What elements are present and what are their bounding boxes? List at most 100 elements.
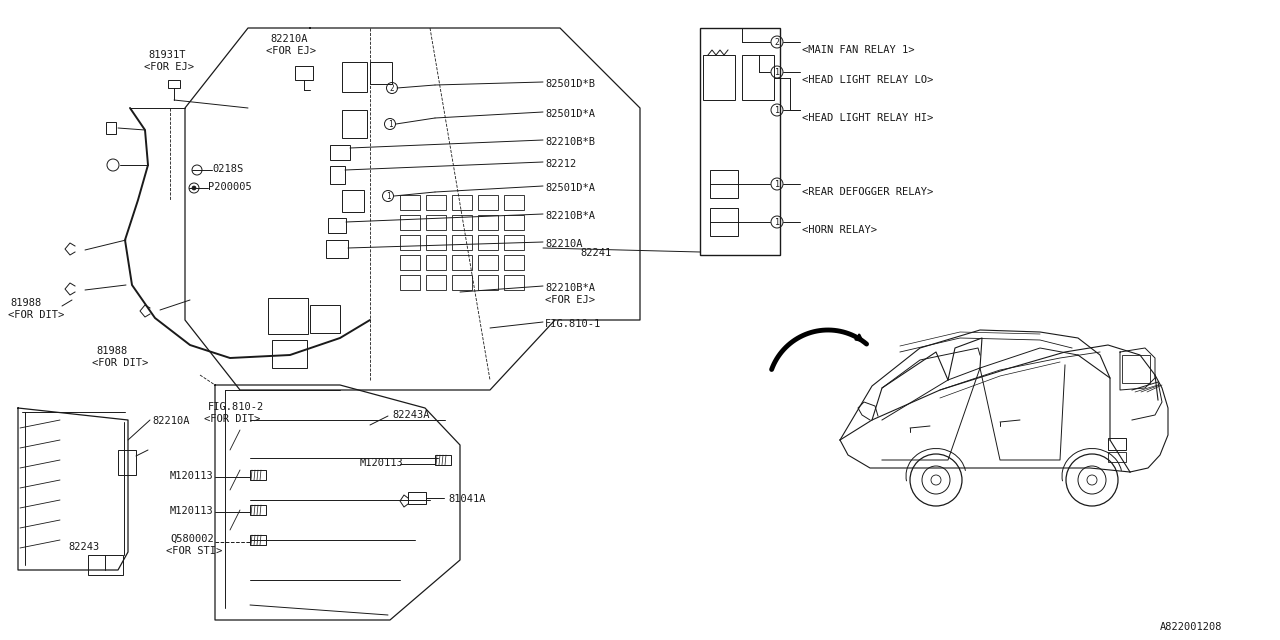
Text: 81988: 81988	[10, 298, 41, 308]
Bar	[118, 450, 136, 475]
Bar	[426, 275, 445, 290]
Bar	[504, 215, 524, 230]
Text: 1: 1	[385, 191, 390, 200]
Bar	[250, 535, 266, 545]
Text: M120113: M120113	[170, 471, 214, 481]
Bar	[294, 66, 314, 80]
Bar	[250, 470, 266, 480]
Bar	[452, 255, 472, 270]
Bar	[710, 170, 739, 198]
Text: 1: 1	[774, 218, 780, 227]
Bar	[426, 195, 445, 210]
Bar	[742, 55, 774, 100]
Bar	[477, 275, 498, 290]
Bar	[452, 215, 472, 230]
Bar	[106, 122, 116, 134]
Text: <HORN RELAY>: <HORN RELAY>	[803, 225, 877, 235]
Bar	[504, 195, 524, 210]
Text: 81988: 81988	[96, 346, 127, 356]
Text: <HEAD LIGHT RELAY LO>: <HEAD LIGHT RELAY LO>	[803, 75, 933, 85]
Text: Q580002: Q580002	[170, 534, 214, 544]
Text: 1: 1	[388, 120, 392, 129]
Text: <FOR EJ>: <FOR EJ>	[545, 295, 595, 305]
Bar	[504, 275, 524, 290]
Text: <REAR DEFOGGER RELAY>: <REAR DEFOGGER RELAY>	[803, 187, 933, 197]
Text: FIG.810-2: FIG.810-2	[209, 402, 264, 412]
Text: <FOR DIT>: <FOR DIT>	[204, 414, 260, 424]
Bar	[88, 555, 123, 575]
Text: <FOR EJ>: <FOR EJ>	[266, 46, 316, 56]
Text: M120113: M120113	[360, 458, 403, 468]
Bar	[452, 195, 472, 210]
Text: 82501D*A: 82501D*A	[545, 109, 595, 119]
Text: <FOR DIT>: <FOR DIT>	[92, 358, 148, 368]
Bar	[504, 235, 524, 250]
Bar	[342, 110, 367, 138]
Text: 82210A: 82210A	[545, 239, 582, 249]
Text: P200005: P200005	[209, 182, 252, 192]
Text: 82212: 82212	[545, 159, 576, 169]
Text: 82241: 82241	[580, 248, 612, 258]
Bar	[268, 298, 308, 334]
Text: 82210B*B: 82210B*B	[545, 137, 595, 147]
Bar	[401, 255, 420, 270]
Bar	[477, 235, 498, 250]
Text: 82501D*A: 82501D*A	[545, 183, 595, 193]
Text: <FOR DIT>: <FOR DIT>	[8, 310, 64, 320]
Bar	[310, 305, 340, 333]
Text: 82501D*B: 82501D*B	[545, 79, 595, 89]
Bar	[477, 195, 498, 210]
Bar	[426, 255, 445, 270]
Text: A822001208: A822001208	[1160, 622, 1222, 632]
Bar	[250, 505, 266, 515]
Bar	[504, 255, 524, 270]
Bar	[326, 240, 348, 258]
Text: 82243A: 82243A	[392, 410, 430, 420]
Text: 2: 2	[389, 83, 394, 93]
Bar	[342, 190, 364, 212]
Text: 2: 2	[774, 38, 780, 47]
Bar	[342, 62, 367, 92]
Bar	[401, 215, 420, 230]
Bar	[330, 145, 349, 160]
Bar	[401, 195, 420, 210]
Text: 82210B*A: 82210B*A	[545, 211, 595, 221]
Text: <FOR STI>: <FOR STI>	[166, 546, 223, 556]
Text: 1: 1	[774, 179, 780, 189]
Bar	[477, 255, 498, 270]
Text: <MAIN FAN RELAY 1>: <MAIN FAN RELAY 1>	[803, 45, 914, 55]
Bar	[273, 340, 307, 368]
Text: 1: 1	[774, 106, 780, 115]
Bar	[710, 208, 739, 236]
Bar	[401, 235, 420, 250]
Bar	[370, 62, 392, 84]
Text: 81041A: 81041A	[448, 494, 485, 504]
Text: <FOR EJ>: <FOR EJ>	[145, 62, 195, 72]
Text: 0218S: 0218S	[212, 164, 243, 174]
Bar	[452, 275, 472, 290]
Bar	[703, 55, 735, 100]
Bar	[401, 275, 420, 290]
Text: 82210A: 82210A	[152, 416, 189, 426]
Bar	[477, 215, 498, 230]
Bar	[1108, 452, 1126, 462]
Bar	[328, 218, 346, 233]
Bar	[700, 28, 780, 255]
Bar	[452, 235, 472, 250]
Text: M120113: M120113	[170, 506, 214, 516]
Bar	[408, 492, 426, 504]
Circle shape	[192, 186, 196, 190]
Bar	[426, 235, 445, 250]
Text: 81931T: 81931T	[148, 50, 186, 60]
Bar	[1123, 355, 1149, 383]
Text: <HEAD LIGHT RELAY HI>: <HEAD LIGHT RELAY HI>	[803, 113, 933, 123]
Text: 82243: 82243	[68, 542, 100, 552]
Text: FIG.810-1: FIG.810-1	[545, 319, 602, 329]
Text: 82210B*A: 82210B*A	[545, 283, 595, 293]
Bar	[426, 215, 445, 230]
Bar	[435, 455, 451, 465]
Text: 82210A: 82210A	[270, 34, 307, 44]
Bar	[330, 166, 346, 184]
Bar	[1108, 438, 1126, 450]
Text: 1: 1	[774, 67, 780, 77]
